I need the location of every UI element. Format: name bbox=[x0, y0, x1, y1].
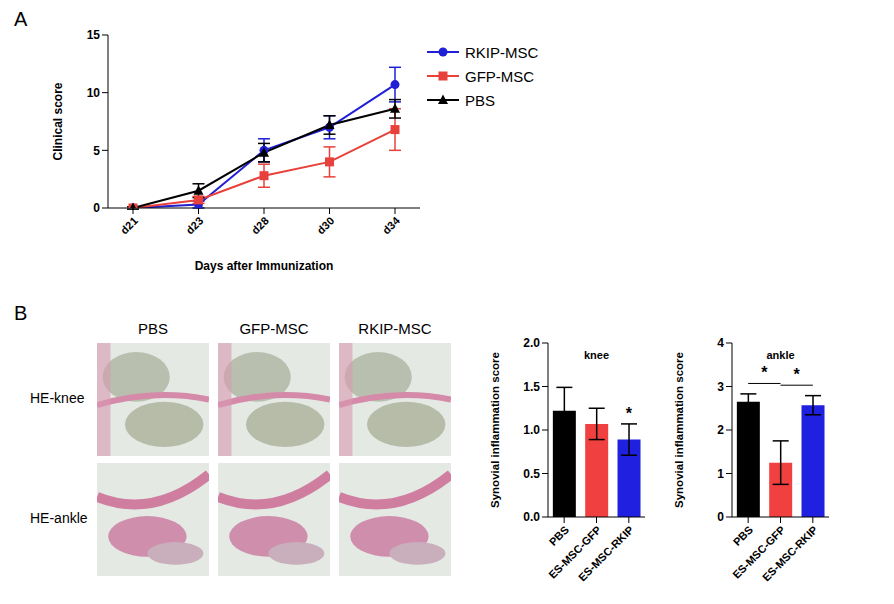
svg-text:Days after Immunization: Days after Immunization bbox=[195, 259, 334, 273]
html-text:PBS: PBS bbox=[465, 91, 495, 109]
svg-text:PBS: PBS bbox=[731, 523, 755, 547]
html-text:B: B bbox=[14, 302, 28, 324]
svg-text:Synovial inflammation score: Synovial inflammation score bbox=[673, 352, 685, 508]
svg-text:1: 1 bbox=[717, 467, 724, 481]
svg-text:2.0: 2.0 bbox=[523, 336, 540, 350]
svg-text:d21: d21 bbox=[118, 214, 140, 236]
svg-text:PBS: PBS bbox=[547, 523, 571, 547]
svg-text:Clinical score: Clinical score bbox=[51, 82, 65, 160]
svg-text:10: 10 bbox=[87, 86, 101, 100]
svg-text:d28: d28 bbox=[249, 214, 271, 236]
svg-text:*: * bbox=[794, 366, 801, 383]
html-text:HE-ankle: HE-ankle bbox=[30, 509, 88, 526]
svg-text:d30: d30 bbox=[315, 214, 337, 236]
svg-text:1.5: 1.5 bbox=[523, 380, 540, 394]
svg-text:d23: d23 bbox=[184, 214, 206, 236]
html-text:GFP-MSC: GFP-MSC bbox=[465, 67, 535, 85]
svg-text:ES-MSC-RKIP: ES-MSC-RKIP bbox=[760, 523, 820, 583]
svg-text:0.0: 0.0 bbox=[523, 510, 540, 524]
html-text:PBS: PBS bbox=[138, 320, 168, 337]
html-text:RKIP-MSC: RKIP-MSC bbox=[358, 320, 432, 337]
svg-text:1.0: 1.0 bbox=[523, 423, 540, 437]
svg-text:ES-MSC-GFP: ES-MSC-GFP bbox=[730, 523, 788, 581]
html-text:ankle: ankle bbox=[766, 349, 795, 361]
svg-text:ES-MSC-RKIP: ES-MSC-RKIP bbox=[576, 523, 636, 583]
html-text:RKIP-MSC: RKIP-MSC bbox=[465, 43, 539, 61]
html-text:GFP-MSC: GFP-MSC bbox=[239, 320, 309, 337]
svg-text:2: 2 bbox=[717, 423, 724, 437]
svg-text:0: 0 bbox=[717, 510, 724, 524]
svg-text:3: 3 bbox=[717, 380, 724, 394]
html-text:A: A bbox=[14, 8, 28, 30]
svg-text:5: 5 bbox=[93, 144, 100, 158]
svg-text:0: 0 bbox=[93, 201, 100, 215]
svg-text:15: 15 bbox=[87, 28, 101, 42]
svg-text:ES-MSC-GFP: ES-MSC-GFP bbox=[546, 523, 604, 581]
svg-text:4: 4 bbox=[717, 336, 724, 350]
svg-text:*: * bbox=[626, 405, 633, 422]
html-text:HE-knee: HE-knee bbox=[30, 389, 85, 406]
html-text:knee: knee bbox=[584, 349, 609, 361]
svg-text:Synovial inflammation score: Synovial inflammation score bbox=[489, 352, 501, 508]
svg-text:0.5: 0.5 bbox=[523, 467, 540, 481]
svg-text:*: * bbox=[761, 364, 768, 381]
svg-text:d34: d34 bbox=[380, 214, 403, 237]
